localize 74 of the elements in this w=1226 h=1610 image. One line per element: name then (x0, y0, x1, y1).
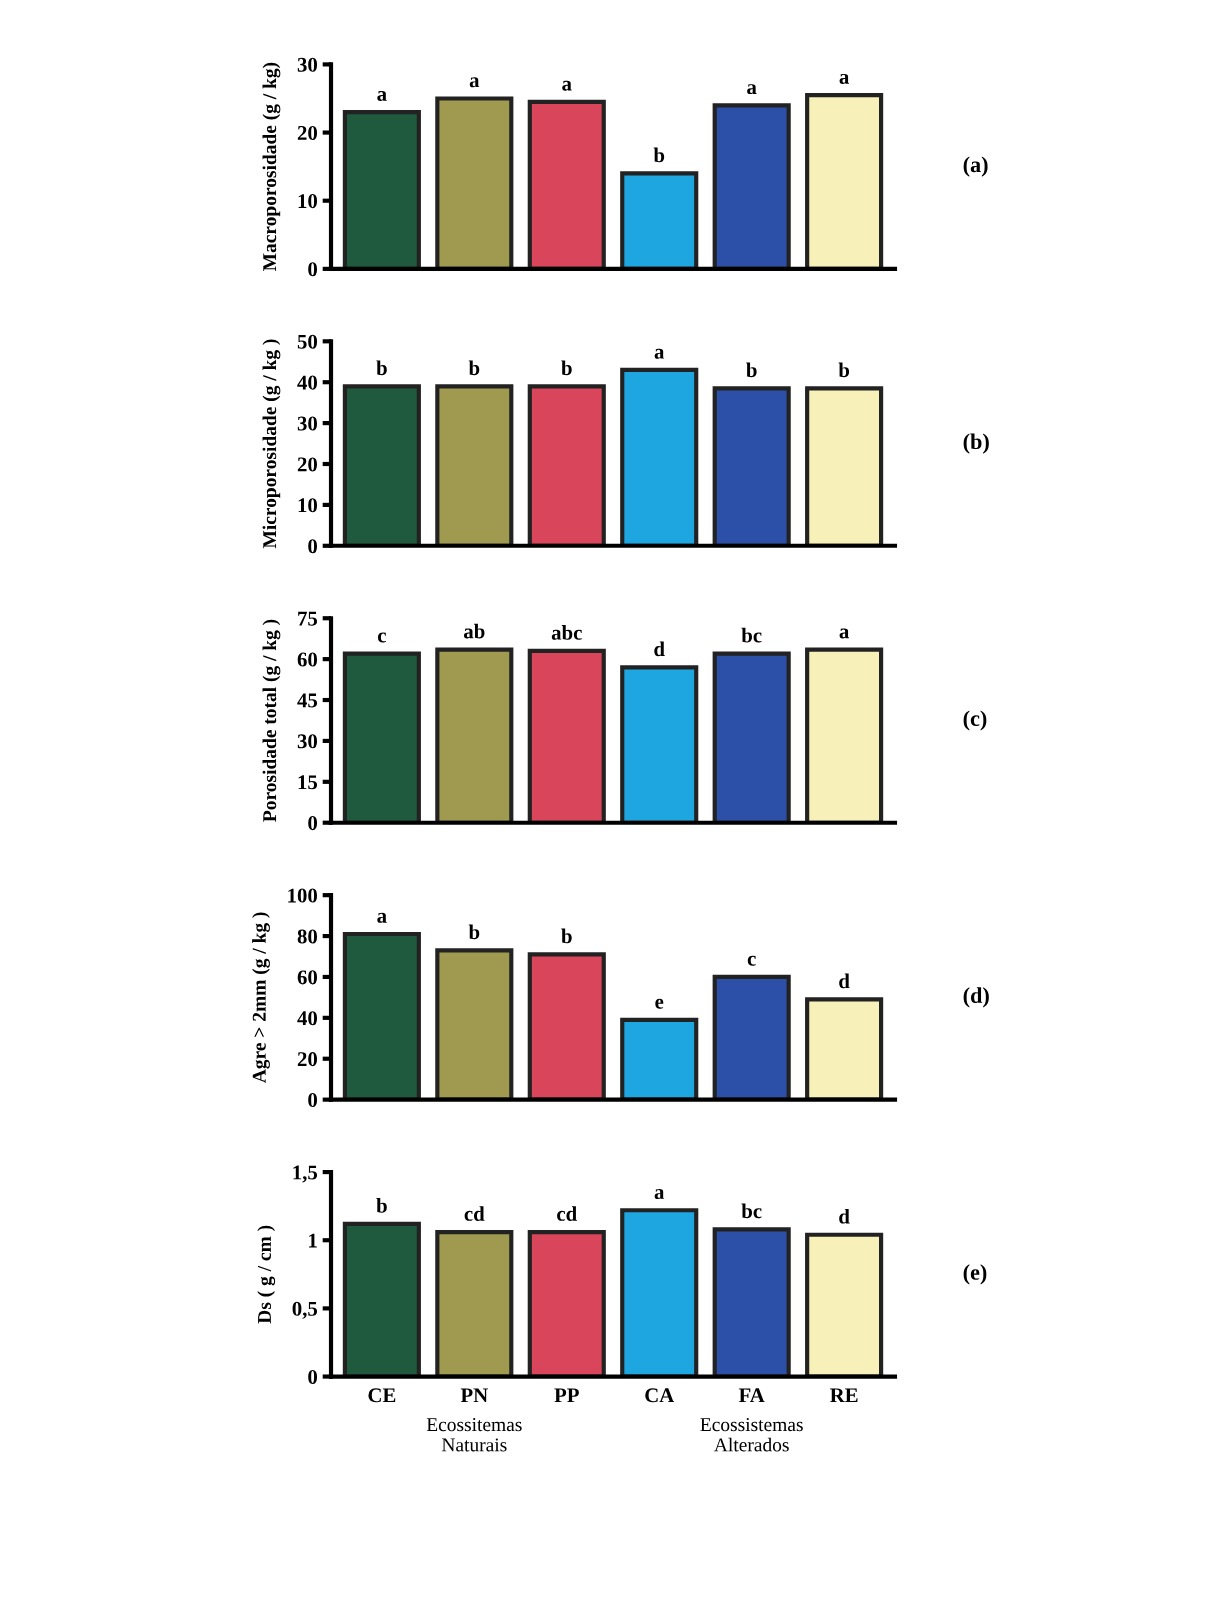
y-tick-label: 20 (297, 1052, 318, 1067)
y-tick-label: 50 (297, 334, 318, 349)
y-tick-label: 30 (297, 416, 318, 431)
y-tick-label: 40 (297, 375, 318, 390)
data-label: b (376, 360, 387, 376)
y-tick-label: 15 (298, 775, 318, 790)
data-label: cd (557, 1206, 577, 1221)
text: Ecossistemas Alterados (700, 1418, 803, 1452)
data-label: d (839, 1208, 850, 1224)
y-tick-label: 1 (309, 1233, 317, 1248)
x-tick-label: FA (738, 1388, 765, 1403)
y-tick-label: 10 (298, 498, 318, 513)
y-tick-label: 1,5 (293, 1165, 318, 1183)
y-axis-title: Microporosidade (g / kg ) (262, 339, 281, 549)
y-tick-label: 40 (297, 1011, 318, 1026)
data-label: d (654, 641, 665, 657)
data-label: a (747, 84, 757, 95)
data-label: e (655, 998, 664, 1009)
y-tick-label: 45 (297, 693, 318, 708)
data-label: ab (463, 623, 485, 639)
data-label: c (747, 955, 756, 966)
x-tick-label: PN (460, 1388, 488, 1403)
data-label: a (654, 348, 665, 359)
data-label: a (562, 80, 572, 91)
data-label: d (839, 973, 850, 989)
y-tick-label: 0 (308, 1369, 318, 1384)
data-label: a (377, 90, 387, 101)
x-tick-label: CE (368, 1388, 396, 1403)
y-axis-title: Agre > 2mm (g / kg ) (252, 912, 270, 1084)
y-tick-label: 100 (288, 888, 318, 903)
data-label: abc (551, 625, 582, 640)
y-tick-label: 20 (297, 125, 318, 140)
data-label: a (839, 73, 850, 84)
data-label: bc (741, 1203, 762, 1219)
y-tick-label: 80 (297, 929, 318, 944)
data-label: b (376, 1198, 387, 1213)
data-label: b (561, 928, 572, 944)
y-tick-label: 0 (308, 1093, 318, 1108)
data-label: b (468, 924, 480, 940)
x-tick-label: RE (830, 1388, 858, 1403)
data-label: b (653, 147, 665, 163)
text: (b) (963, 433, 989, 454)
data-label: b (468, 360, 480, 376)
data-label: a (469, 77, 480, 88)
data-label: a (377, 912, 387, 923)
y-tick-label: 0,5 (292, 1301, 318, 1319)
data-label: a (654, 1189, 665, 1200)
y-tick-label: 60 (297, 970, 318, 985)
y-tick-label: 0 (308, 816, 318, 831)
text: (c) (963, 710, 987, 731)
x-tick-label: CA (645, 1388, 675, 1403)
y-axis-title: Ds ( g / cm ) (257, 1225, 276, 1324)
text: (a) (963, 156, 988, 177)
y-axis-title: Porosidade total (g / kg ) (262, 619, 281, 822)
y-tick-label: 0 (308, 539, 318, 554)
data-label: bc (741, 627, 762, 643)
data-label: b (561, 360, 572, 376)
y-tick-label: 30 (297, 57, 318, 72)
y-tick-label: 20 (297, 457, 318, 472)
y-tick-label: 0 (308, 262, 318, 277)
data-label: a (839, 628, 850, 639)
x-tick-label: PP (554, 1388, 579, 1403)
data-label: b (746, 362, 757, 378)
data-label: c (377, 632, 386, 643)
y-tick-label: 10 (298, 194, 318, 209)
text: (e) (963, 1264, 987, 1285)
y-tick-label: 30 (297, 734, 318, 749)
text: (d) (963, 987, 989, 1008)
data-label: cd (464, 1206, 485, 1221)
data-label: b (838, 362, 850, 378)
y-tick-label: 60 (297, 652, 318, 667)
y-tick-label: 75 (298, 611, 318, 626)
text: Ecossitemas Naturais (426, 1418, 522, 1452)
y-axis-title: Macroporosidade (g / kg) (262, 62, 281, 272)
